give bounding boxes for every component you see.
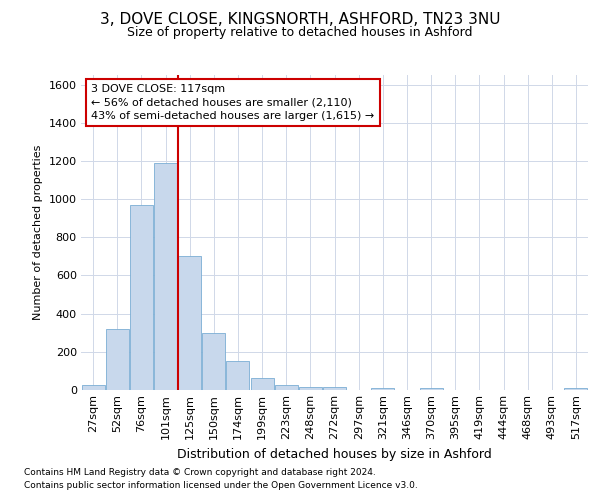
Bar xyxy=(178,256,201,390)
Bar xyxy=(130,205,153,390)
Bar xyxy=(251,378,274,390)
Bar xyxy=(82,385,104,390)
Bar xyxy=(202,332,225,390)
Bar xyxy=(323,387,346,390)
Y-axis label: Number of detached properties: Number of detached properties xyxy=(33,145,43,320)
Bar xyxy=(299,387,322,390)
Text: 3, DOVE CLOSE, KINGSNORTH, ASHFORD, TN23 3NU: 3, DOVE CLOSE, KINGSNORTH, ASHFORD, TN23… xyxy=(100,12,500,28)
Text: 3 DOVE CLOSE: 117sqm
← 56% of detached houses are smaller (2,110)
43% of semi-de: 3 DOVE CLOSE: 117sqm ← 56% of detached h… xyxy=(91,84,374,121)
Text: Contains public sector information licensed under the Open Government Licence v3: Contains public sector information licen… xyxy=(24,480,418,490)
Bar xyxy=(106,329,128,390)
Text: Contains HM Land Registry data © Crown copyright and database right 2024.: Contains HM Land Registry data © Crown c… xyxy=(24,468,376,477)
Bar xyxy=(419,388,443,390)
Text: Size of property relative to detached houses in Ashford: Size of property relative to detached ho… xyxy=(127,26,473,39)
X-axis label: Distribution of detached houses by size in Ashford: Distribution of detached houses by size … xyxy=(177,448,492,460)
Bar xyxy=(565,388,587,390)
Bar xyxy=(275,385,298,390)
Bar xyxy=(154,163,177,390)
Bar xyxy=(226,362,250,390)
Bar xyxy=(371,388,394,390)
